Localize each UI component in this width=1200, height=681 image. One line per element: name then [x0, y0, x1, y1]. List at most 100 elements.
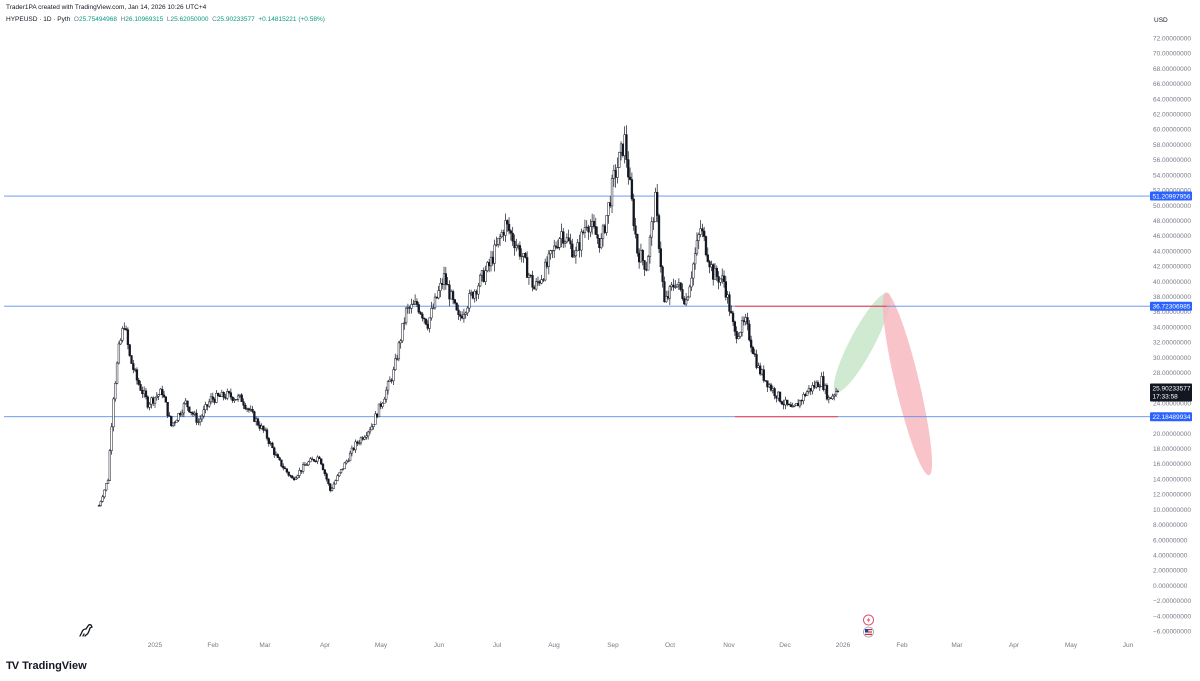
candle-down	[724, 281, 727, 298]
candle-up	[397, 342, 401, 360]
candle-down	[679, 282, 682, 290]
candle-down	[787, 403, 791, 406]
currency-label[interactable]: USD	[1154, 17, 1168, 24]
candle-up	[370, 426, 373, 431]
candle-down	[408, 307, 411, 309]
candle-up	[820, 376, 823, 387]
y-tick-label: 14.00000000	[1153, 476, 1191, 483]
y-tick-label: 8.00000000	[1153, 522, 1188, 529]
candle-up	[309, 458, 312, 463]
candle-down	[681, 289, 684, 299]
candle-down	[683, 298, 686, 305]
candle-down	[728, 294, 731, 312]
candle-down	[471, 291, 475, 299]
candle-down	[262, 425, 265, 431]
candle-up	[350, 447, 354, 454]
candle-up	[516, 245, 520, 247]
candle-down	[135, 369, 139, 381]
candle-down	[285, 468, 289, 473]
bar-countdown-label: 17:33:58	[1153, 393, 1179, 400]
candle-down	[630, 179, 634, 200]
candle-up	[433, 296, 437, 309]
candle-down	[273, 447, 276, 455]
candle-down	[258, 424, 261, 429]
candle-down	[426, 323, 429, 329]
candle-down	[587, 226, 590, 233]
candle-up	[610, 178, 614, 207]
candle-down	[641, 250, 644, 261]
candle-down	[556, 246, 559, 249]
candle-up	[348, 452, 352, 462]
candle-up	[159, 388, 162, 395]
candle-up	[204, 404, 207, 410]
candle-down	[625, 134, 628, 160]
candle-up	[236, 395, 240, 400]
candle-up	[264, 429, 267, 431]
candle-up	[180, 412, 184, 416]
candle-up	[150, 397, 153, 405]
candle-up	[650, 221, 653, 238]
candle-up	[805, 391, 809, 396]
candle-down	[323, 469, 326, 474]
tradingview-brand[interactable]: TV TradingView	[6, 660, 87, 672]
bearish-projection-zone	[882, 292, 933, 476]
candle-up	[296, 475, 299, 479]
candle-up	[795, 403, 798, 406]
candle-down	[800, 400, 803, 402]
candle-up	[484, 270, 487, 282]
candle-up	[618, 151, 621, 168]
candle-up	[495, 244, 498, 246]
candle-up	[500, 232, 503, 238]
candle-up	[108, 450, 111, 481]
candle-up	[343, 462, 346, 470]
candle-down	[598, 238, 601, 249]
candle-up	[802, 394, 805, 402]
symbol-label[interactable]: HYPEUSD · 1D · Pyth	[6, 16, 71, 23]
x-tick-label: Aug	[548, 642, 560, 649]
candle-down	[581, 231, 585, 233]
candle-down	[782, 403, 785, 406]
candle-down	[746, 317, 749, 325]
candle-up	[652, 221, 655, 223]
candle-down	[703, 230, 706, 237]
candle-up	[171, 422, 175, 427]
flash-icon[interactable]	[863, 614, 874, 626]
candle-up	[486, 262, 489, 272]
candle-up	[690, 277, 693, 288]
candle-down	[123, 328, 126, 330]
candle-down	[749, 339, 753, 348]
candle-down	[748, 323, 751, 341]
candle-up	[432, 307, 435, 309]
y-tick-label: 48.00000000	[1153, 218, 1191, 225]
candle-up	[549, 250, 552, 255]
candle-down	[395, 358, 399, 360]
y-tick-label: 62.00000000	[1153, 112, 1191, 119]
candle-down	[211, 396, 214, 400]
candle-up	[489, 256, 493, 267]
candle-up	[585, 226, 588, 228]
candle-down	[126, 329, 130, 345]
candle-down	[813, 385, 816, 388]
candle-up	[744, 317, 747, 323]
event-markers[interactable]	[862, 614, 875, 642]
candle-up	[220, 392, 223, 397]
candle-up	[117, 343, 121, 364]
candle-down	[247, 408, 251, 411]
level-price-label: 51.20997956	[1153, 194, 1191, 201]
candle-up	[215, 393, 218, 403]
candle-down	[502, 232, 505, 236]
us-flag-icon[interactable]	[863, 626, 874, 638]
candle-down	[766, 380, 769, 388]
candle-down	[627, 159, 630, 178]
y-tick-label: 20.00000000	[1153, 431, 1191, 438]
candle-up	[437, 290, 440, 299]
candle-up	[686, 296, 690, 301]
candle-down	[435, 296, 438, 299]
candle-down	[643, 260, 646, 270]
candle-up	[245, 408, 249, 410]
candle-down	[491, 256, 494, 264]
candle-down	[240, 394, 243, 402]
y-tick-label: 70.00000000	[1153, 51, 1191, 58]
candle-up	[623, 134, 626, 156]
